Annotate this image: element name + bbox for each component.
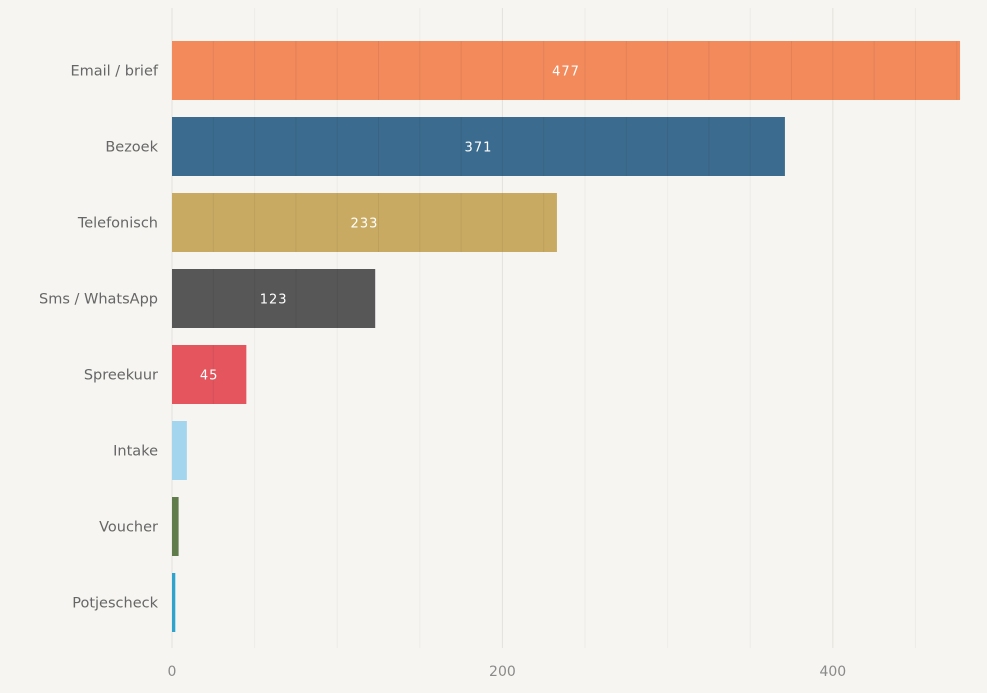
bar-value-label: 45 <box>200 369 219 384</box>
bar-value-label: 123 <box>260 293 288 308</box>
category-label: Intake <box>113 444 158 460</box>
x-tick-label: 400 <box>819 664 846 680</box>
category-label: Voucher <box>99 520 158 536</box>
bar-spreekuur <box>172 345 247 404</box>
category-label: Bezoek <box>105 140 158 156</box>
bars <box>172 41 961 632</box>
category-label: Spreekuur <box>84 368 158 384</box>
category-labels: Email / brief Bezoek Telefonisch Sms / What… <box>39 64 159 612</box>
category-label: Potjescheck <box>72 596 158 612</box>
value-labels: 477 371 233 123 45 <box>200 65 580 384</box>
category-label: Email / brief <box>70 64 158 80</box>
bar-telefonisch <box>172 193 557 252</box>
category-label: Sms / WhatsApp <box>39 292 158 308</box>
bar-sms-whatsapp <box>172 269 376 328</box>
bar-value-label: 477 <box>552 65 580 80</box>
bar-value-label: 233 <box>351 217 379 232</box>
x-axis-tick-labels: 0 200 400 <box>168 664 847 680</box>
category-label: Telefonisch <box>77 216 158 232</box>
bar-voucher <box>172 497 179 556</box>
bar-email-brief <box>172 41 961 100</box>
bar-bezoek <box>172 117 785 176</box>
x-tick-label: 200 <box>489 664 516 680</box>
bar-intake <box>172 421 187 480</box>
x-tick-label: 0 <box>168 664 177 680</box>
bar-potjescheck <box>172 573 176 632</box>
bar-value-label: 371 <box>465 141 493 156</box>
